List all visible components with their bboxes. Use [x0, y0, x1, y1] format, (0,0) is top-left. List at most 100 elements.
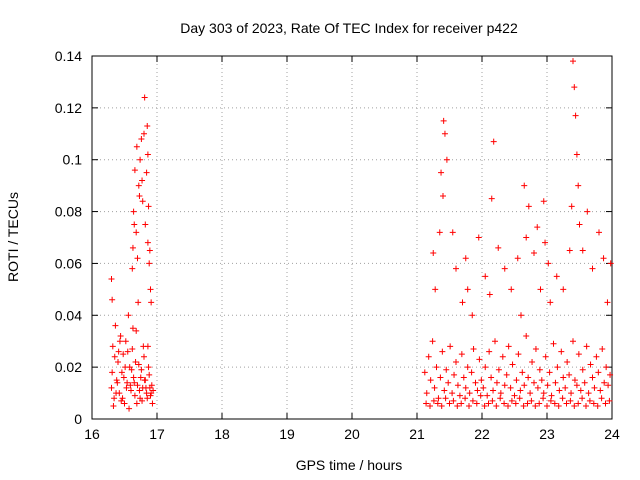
data-point [148, 299, 155, 306]
data-point [134, 255, 141, 262]
data-point [140, 343, 147, 350]
data-point [556, 387, 563, 394]
data-point [604, 299, 611, 306]
data-point [445, 379, 452, 386]
data-point [115, 358, 121, 365]
data-point [131, 392, 138, 399]
data-point [109, 369, 116, 376]
data-point [555, 403, 562, 410]
data-point [497, 390, 504, 397]
data-point [515, 351, 522, 358]
data-point [433, 364, 440, 371]
x-tick-label: 23 [539, 426, 555, 442]
data-point [144, 239, 151, 246]
data-point [128, 387, 134, 394]
data-point [597, 387, 604, 394]
data-point [564, 358, 571, 365]
data-point [591, 384, 598, 391]
data-point [429, 338, 436, 345]
data-point [432, 286, 439, 293]
data-point [542, 239, 549, 246]
data-point [434, 400, 441, 407]
data-point [423, 400, 430, 407]
data-point [449, 390, 456, 397]
data-point [563, 400, 570, 407]
data-point [521, 182, 528, 189]
data-point [568, 390, 575, 397]
data-point [532, 345, 539, 352]
data-point [546, 369, 553, 376]
data-point [607, 260, 614, 267]
data-point [481, 403, 488, 410]
data-point [139, 177, 146, 184]
data-point [589, 374, 596, 381]
data-point [138, 135, 145, 142]
data-point [459, 299, 466, 306]
data-point [124, 348, 131, 355]
data-point [118, 397, 125, 404]
data-point [439, 348, 446, 355]
data-point [495, 366, 502, 373]
data-point [514, 255, 521, 262]
data-point [486, 348, 493, 355]
data-point [544, 403, 550, 410]
data-point [133, 229, 140, 236]
data-point [505, 403, 511, 410]
data-point [121, 400, 128, 407]
data-point [492, 338, 498, 345]
data-point [519, 369, 526, 376]
data-point [109, 296, 116, 303]
data-point [137, 156, 144, 163]
data-point [141, 94, 148, 101]
data-point [560, 374, 567, 381]
data-point [520, 403, 527, 410]
data-point [115, 348, 122, 355]
data-point [462, 384, 469, 391]
data-point [499, 353, 506, 360]
data-point [476, 356, 483, 363]
data-point [469, 312, 476, 319]
data-point [490, 138, 497, 145]
y-tick-label: 0.14 [55, 48, 82, 64]
data-point [531, 379, 537, 386]
data-point [111, 395, 118, 402]
data-point [544, 382, 551, 389]
data-point [108, 275, 115, 282]
data-point [108, 384, 115, 391]
data-point [423, 390, 430, 397]
data-point [523, 234, 530, 241]
data-point [453, 265, 459, 272]
data-point [132, 358, 139, 365]
data-point [482, 364, 489, 371]
data-point [562, 384, 569, 391]
data-point [508, 397, 515, 404]
data-point [529, 358, 536, 365]
data-point [573, 382, 580, 389]
data-point [133, 327, 140, 334]
data-point [503, 371, 510, 378]
data-point [447, 343, 454, 350]
data-point [540, 390, 547, 397]
data-point [536, 366, 543, 373]
data-point [532, 403, 539, 410]
data-point [124, 379, 131, 386]
data-point [542, 353, 549, 360]
data-point [427, 403, 433, 410]
data-point [131, 167, 138, 174]
data-point [570, 338, 576, 345]
x-axis-label: GPS time / hours [296, 457, 403, 473]
data-point [146, 384, 153, 391]
x-tick-label: 22 [474, 426, 490, 442]
data-point [120, 351, 127, 358]
data-point [147, 392, 154, 399]
data-point [114, 379, 121, 386]
data-point [525, 374, 532, 381]
data-point [453, 358, 459, 365]
data-point [131, 221, 138, 228]
data-point [490, 387, 497, 394]
data-point [117, 333, 124, 340]
data-point [141, 130, 147, 137]
data-point [517, 387, 524, 394]
data-point [129, 244, 136, 251]
data-point [501, 265, 508, 272]
